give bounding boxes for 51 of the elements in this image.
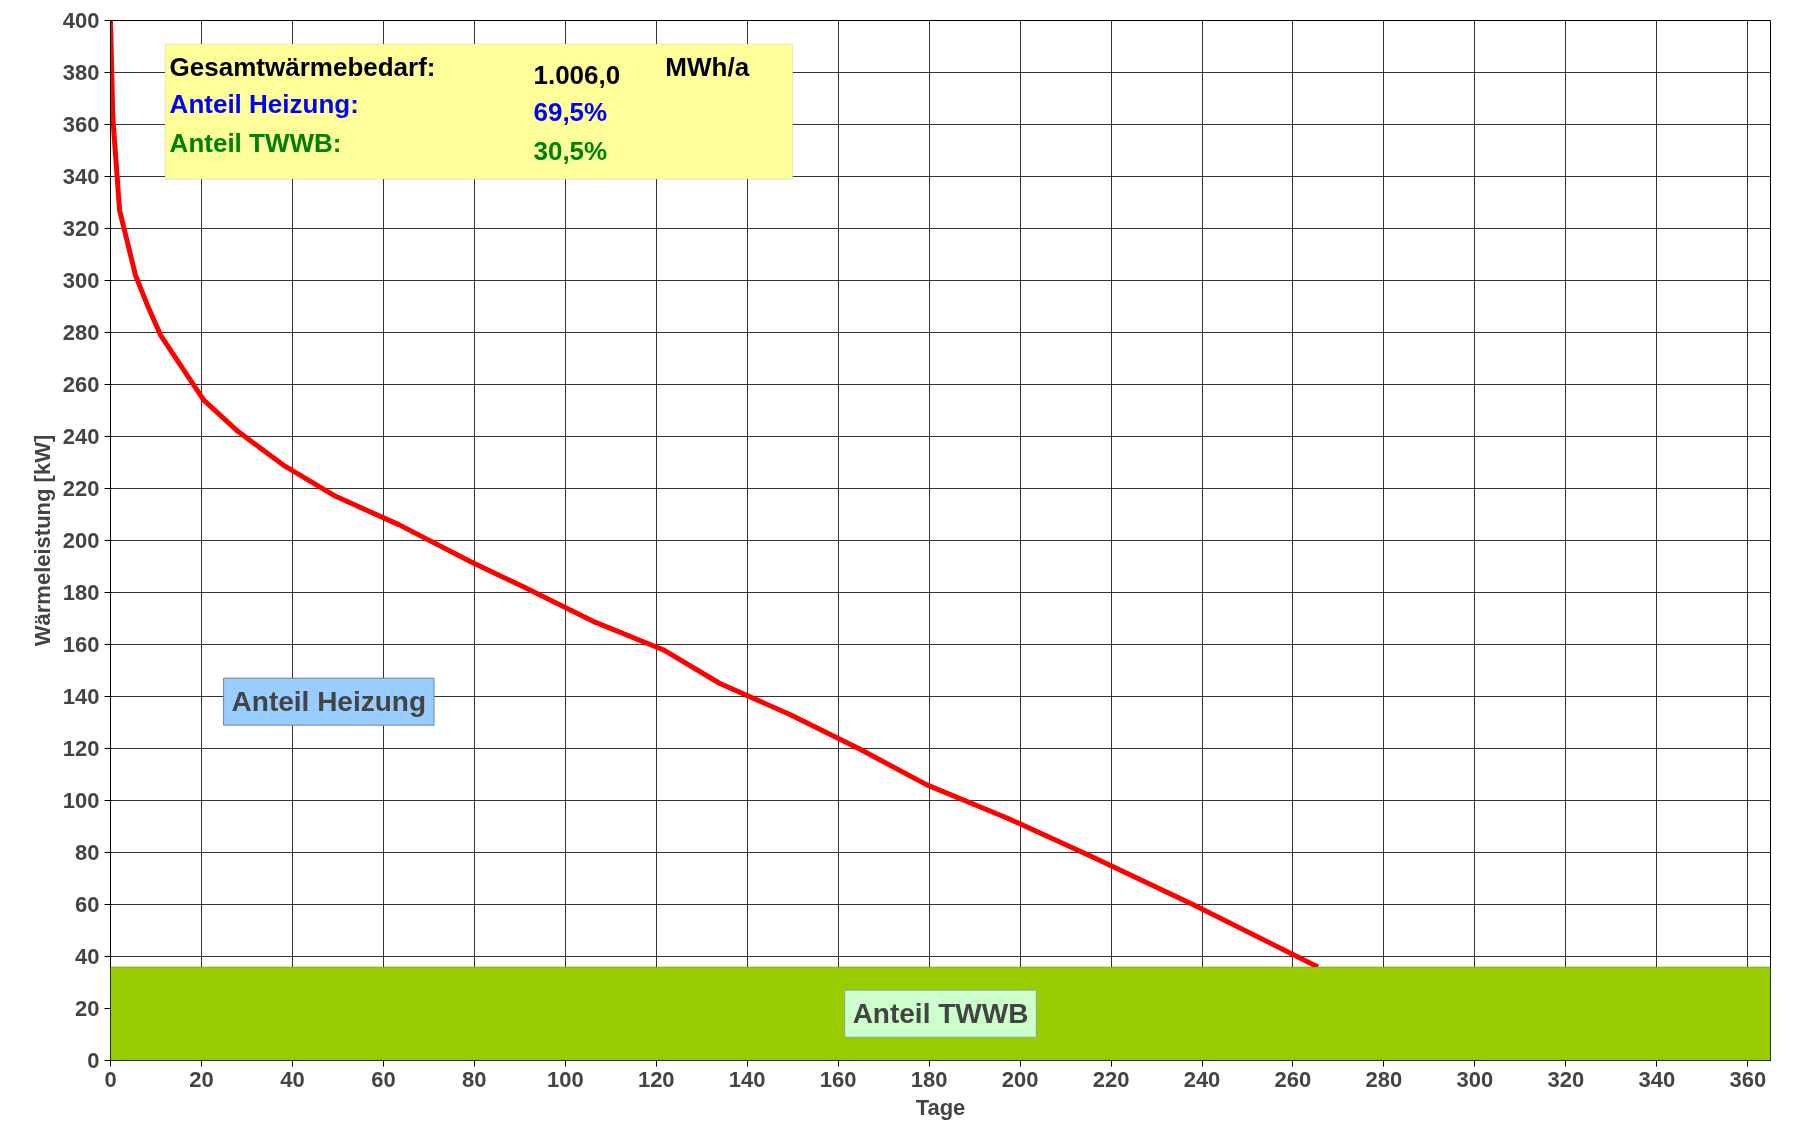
x-tick-label: 40 [280,1066,305,1092]
annotation: 30,5% [533,135,608,166]
band-label: Anteil TWWB [852,998,1029,1030]
x-tick-label: 220 [1092,1066,1130,1092]
y-tick-label: 180 [62,580,100,605]
x-tick-label: 240 [1183,1066,1221,1092]
x-tick-label: 320 [1547,1066,1585,1092]
y-tick-label: 280 [62,320,100,345]
x-tick-label: 80 [462,1066,487,1092]
y-tick-label: 400 [62,8,100,33]
x-tick-label: 340 [1638,1066,1676,1092]
y-tick-label: 340 [62,164,100,189]
y-tick-label: 220 [62,476,100,501]
x-tick-label: 280 [1365,1066,1403,1092]
y-tick-label: 120 [62,736,100,761]
y-tick-label: 260 [62,372,100,397]
x-tick-label: 160 [819,1066,857,1092]
annotation: Gesamtwärmebedarf: [169,52,436,83]
y-tick-label: 40 [75,944,100,969]
annotation: Anteil TWWB: [169,127,342,158]
y-tick-label: 200 [62,528,100,553]
y-tick-label: 80 [75,840,100,865]
y-tick-label: 320 [62,216,100,241]
y-tick-label: 60 [75,892,100,917]
x-axis-title: Tage [915,1094,966,1120]
x-tick-label: 140 [728,1066,766,1092]
annotation: 1.006,0 [533,60,621,91]
x-tick-label: 20 [189,1066,214,1092]
y-tick-label: 140 [62,684,100,709]
annotation: Anteil Heizung [231,686,427,718]
annotation: 69,5% [533,96,608,127]
y-tick-label: 360 [62,112,100,137]
x-tick-label: 100 [546,1066,584,1092]
y-tick-label: 380 [62,60,100,85]
annotation: Anteil Heizung: [169,88,359,119]
y-tick-label: 0 [87,1048,100,1073]
x-tick-label: 300 [1456,1066,1494,1092]
x-tick-label: 360 [1729,1066,1767,1092]
x-tick-label: 60 [371,1066,396,1092]
x-tick-label: 200 [1001,1066,1039,1092]
y-tick-label: 20 [75,996,100,1021]
y-tick-label: 240 [62,424,100,449]
y-tick-label: 160 [62,632,100,657]
y-tick-label: 100 [62,788,100,813]
y-axis-title: Wärmeleistung [kW] [29,434,55,647]
annotation: MWh/a [665,52,750,83]
x-tick-label: 120 [637,1066,675,1092]
x-tick-label: 0 [104,1066,117,1092]
y-tick-label: 300 [62,268,100,293]
x-tick-label: 260 [1274,1066,1312,1092]
x-tick-label: 180 [910,1066,948,1092]
